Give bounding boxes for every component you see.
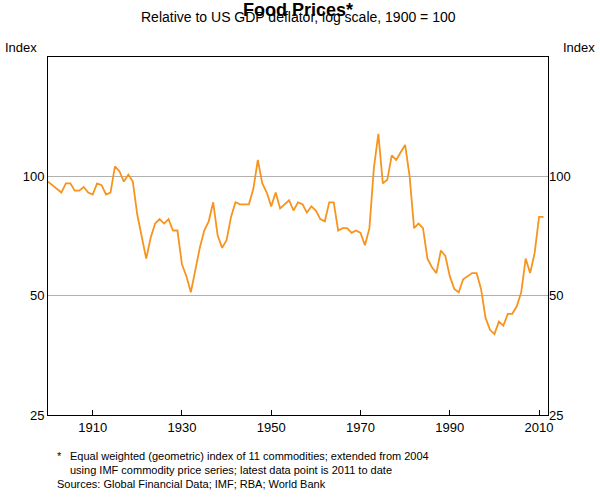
svg-text:Sources: Global Financial Data: Sources: Global Financial Data; IMF; RBA…	[57, 478, 326, 490]
svg-text:*: *	[57, 450, 62, 462]
svg-text:1930: 1930	[167, 420, 196, 435]
svg-text:25: 25	[549, 408, 563, 423]
svg-text:Index: Index	[5, 40, 37, 55]
svg-text:Food Prices*: Food Prices*	[243, 0, 353, 20]
svg-text:Equal weighted (geometric) ind: Equal weighted (geometric) index of 11 c…	[70, 450, 429, 476]
svg-text:1910: 1910	[78, 420, 107, 435]
svg-text:100: 100	[23, 169, 45, 184]
svg-text:1970: 1970	[346, 420, 375, 435]
svg-text:Index: Index	[563, 40, 595, 55]
svg-text:25: 25	[30, 408, 44, 423]
svg-text:50: 50	[549, 288, 563, 303]
svg-text:100: 100	[549, 169, 571, 184]
svg-text:1990: 1990	[435, 420, 464, 435]
svg-text:1950: 1950	[257, 420, 286, 435]
svg-text:2010: 2010	[525, 420, 554, 435]
svg-text:Relative to US GDP deflator, l: Relative to US GDP deflator, log scale, …	[141, 9, 456, 25]
svg-text:50: 50	[30, 288, 44, 303]
